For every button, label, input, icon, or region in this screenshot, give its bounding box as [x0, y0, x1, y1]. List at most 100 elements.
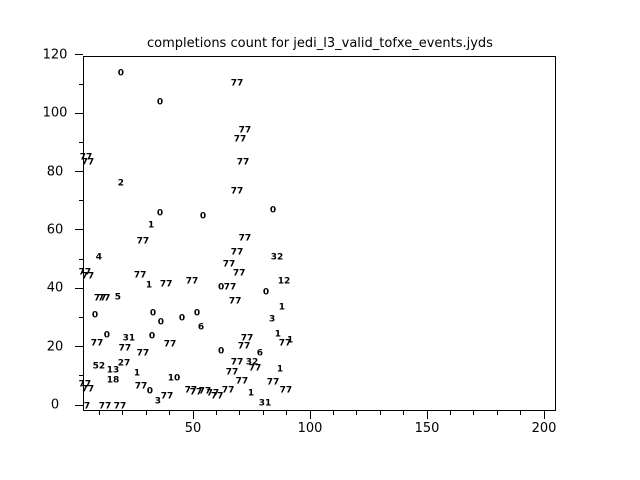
data-point-label: 5	[114, 292, 122, 303]
data-point-label: 77	[278, 338, 292, 349]
data-point-label: 77	[81, 271, 95, 282]
x-minor-tick	[496, 411, 498, 415]
data-point-label: 0	[117, 68, 125, 79]
x-minor-tick	[520, 411, 522, 415]
data-point-label: 77	[136, 236, 150, 247]
data-point-label: 77	[134, 381, 148, 392]
x-minor-tick	[356, 411, 358, 415]
data-point-label: 77	[225, 367, 239, 378]
data-point-label: 77	[81, 384, 95, 395]
x-major-tick	[426, 411, 428, 419]
data-point-label: 77	[240, 333, 254, 344]
data-point-label: 0	[157, 317, 165, 328]
x-minor-tick	[286, 411, 288, 415]
data-point-label: 1	[145, 280, 153, 291]
data-point-label: 77	[160, 391, 174, 402]
data-point-label: 0	[199, 211, 207, 222]
y-minor-tick	[79, 375, 83, 377]
y-major-tick	[75, 54, 83, 56]
x-tick-label: 200	[531, 421, 557, 436]
data-point-label: 77	[206, 388, 220, 399]
data-point-label: 77	[113, 401, 127, 412]
y-major-tick	[75, 112, 83, 114]
data-point-label: 12	[277, 276, 291, 287]
data-point-label: 77	[228, 296, 242, 307]
data-point-label: 0	[217, 282, 225, 293]
data-point-label: 0	[149, 308, 157, 319]
data-point-label: 77	[189, 387, 203, 398]
data-point-label: 77	[238, 125, 252, 136]
x-minor-tick	[239, 411, 241, 415]
y-major-tick	[75, 404, 83, 406]
data-point-label: 77	[136, 348, 150, 359]
x-major-tick	[309, 411, 311, 419]
y-major-tick	[75, 229, 83, 231]
y-tick-label: 100	[42, 105, 68, 121]
data-point-label: 77	[222, 259, 236, 270]
data-point-label: 32	[270, 252, 284, 263]
x-tick-label: 150	[414, 421, 440, 436]
y-major-tick	[75, 171, 83, 173]
x-minor-tick	[169, 411, 171, 415]
data-point-label: 77	[163, 339, 177, 350]
data-point-label: 77	[235, 376, 249, 387]
data-point-label: 1	[147, 220, 155, 231]
data-point-label: 77	[118, 343, 132, 354]
x-minor-tick	[449, 411, 451, 415]
x-minor-tick	[332, 411, 334, 415]
data-point-label: 0	[178, 313, 186, 324]
data-point-label: 77	[97, 293, 111, 304]
y-minor-tick	[79, 83, 83, 85]
data-point-label: 77	[230, 247, 244, 258]
y-tick-label: 80	[46, 164, 64, 180]
data-point-label: 0	[91, 310, 99, 321]
data-point-label: 0	[193, 308, 201, 319]
data-point-label: 32	[245, 357, 259, 368]
data-point-label: 3	[154, 396, 162, 407]
y-major-tick	[75, 287, 83, 289]
x-tick-label: 100	[297, 421, 323, 436]
data-point-label: 77	[230, 78, 244, 89]
y-tick-label: 60	[46, 222, 64, 238]
data-point-label: 3	[268, 314, 276, 325]
y-minor-tick	[79, 316, 83, 318]
data-point-label: 0	[156, 208, 164, 219]
data-point-label: 77	[93, 293, 107, 304]
data-point-label: 77	[230, 357, 244, 368]
data-point-label: 1	[247, 388, 255, 399]
data-point-label: 77	[236, 157, 250, 168]
data-point-label: 77	[210, 391, 224, 402]
data-point-label: 1	[274, 329, 282, 340]
x-major-tick	[543, 411, 545, 419]
data-point-label: 4	[95, 252, 103, 263]
x-minor-tick	[473, 411, 475, 415]
data-point-label: 7	[83, 401, 91, 412]
x-minor-tick	[403, 411, 405, 415]
data-point-label: 6	[256, 348, 264, 359]
data-point-label: 77	[266, 377, 280, 388]
data-point-label: 0	[217, 346, 225, 357]
data-point-label: 77	[81, 157, 95, 168]
data-point-label: 77	[248, 363, 262, 374]
y-tick-label: 120	[42, 47, 68, 63]
data-point-label: 77	[185, 276, 199, 287]
data-point-label: 0	[103, 330, 111, 341]
y-tick-label: 20	[46, 339, 64, 355]
data-point-label: 0	[148, 331, 156, 342]
data-point-label: 77	[159, 279, 173, 290]
data-point-label: 77	[221, 385, 235, 396]
data-point-label: 77	[79, 152, 93, 163]
y-tick-label: 40	[46, 280, 64, 296]
x-tick-label: 50	[184, 421, 202, 436]
x-minor-tick	[262, 411, 264, 415]
data-point-label: 77	[223, 282, 237, 293]
data-point-label: 0	[156, 97, 164, 108]
data-point-label: 52	[92, 361, 106, 372]
data-point-label: 0	[269, 205, 277, 216]
y-major-tick	[75, 346, 83, 348]
data-point-label: 6	[197, 322, 205, 333]
chart-title: completions count for jedi_l3_valid_tofx…	[147, 36, 493, 51]
data-point-label: 2	[117, 178, 125, 189]
x-minor-tick	[145, 411, 147, 415]
